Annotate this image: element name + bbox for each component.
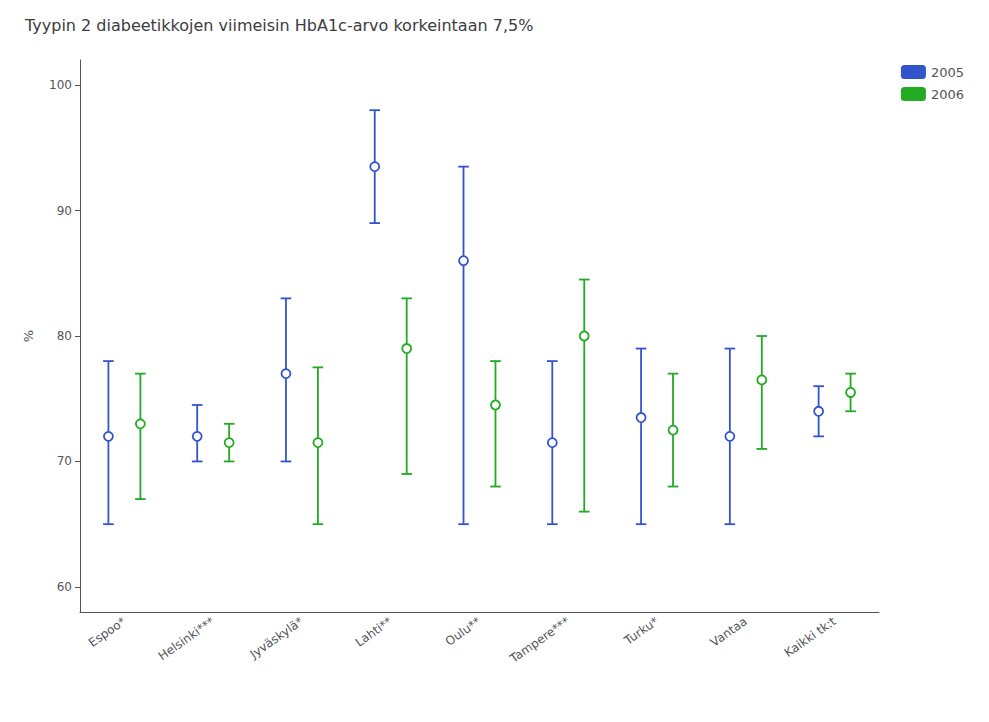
svg-text:Espoo*: Espoo* xyxy=(86,614,129,650)
svg-text:%: % xyxy=(21,330,36,342)
svg-text:80: 80 xyxy=(57,329,72,343)
svg-text:Oulu**: Oulu** xyxy=(443,614,484,648)
svg-text:Vantaa: Vantaa xyxy=(708,614,750,649)
svg-text:Turku*: Turku* xyxy=(621,614,661,648)
svg-text:Helsinki***: Helsinki*** xyxy=(156,614,217,663)
svg-text:Tyypin 2 diabeetikkojen viimei: Tyypin 2 diabeetikkojen viimeisin HbA1c-… xyxy=(24,16,533,35)
svg-text:2006: 2006 xyxy=(931,87,964,102)
svg-text:2005: 2005 xyxy=(931,65,964,80)
svg-text:100: 100 xyxy=(49,78,72,92)
svg-text:Tampere***: Tampere*** xyxy=(507,614,573,666)
svg-text:Lahti**: Lahti** xyxy=(353,614,395,649)
svg-text:90: 90 xyxy=(57,204,72,218)
svg-text:60: 60 xyxy=(57,580,72,594)
svg-text:70: 70 xyxy=(57,454,72,468)
svg-text:Jyväskylä*: Jyväskylä* xyxy=(247,614,306,661)
svg-text:Kaikki tk:t: Kaikki tk:t xyxy=(782,614,839,660)
